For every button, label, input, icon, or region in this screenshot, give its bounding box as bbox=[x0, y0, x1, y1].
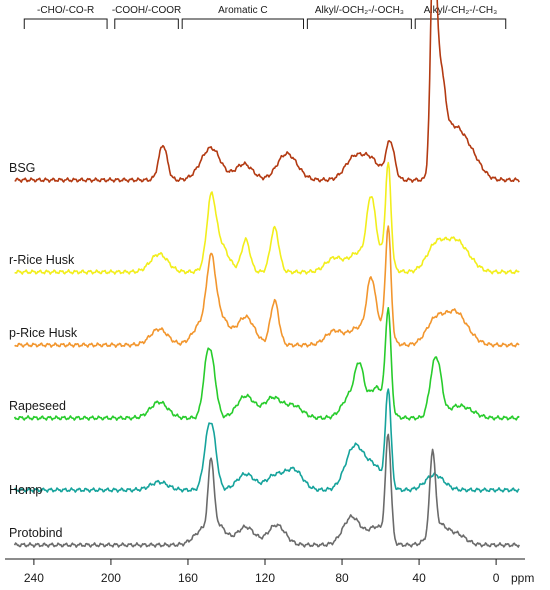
spectrum-line-hemp bbox=[14, 388, 520, 493]
spectrum-line-p-rice-husk bbox=[14, 225, 520, 348]
x-axis-unit: ppm bbox=[511, 571, 534, 585]
series-label-rapeseed: Rapeseed bbox=[9, 399, 66, 413]
region-label: Aromatic C bbox=[218, 5, 267, 16]
spectra: BSG r-Rice Husk p-Rice Husk Rapeseed Hemp Pro… bbox=[9, 0, 520, 548]
series-label-p-rice-husk: p-Rice Husk bbox=[9, 326, 78, 340]
region-bracket bbox=[23, 18, 108, 29]
region-label: -CHO/-CO-R bbox=[37, 5, 94, 16]
x-ticks: 240 200 160 120 80 40 0 bbox=[24, 559, 500, 585]
region-label: Alkyl/-CH₂-/-CH₃ bbox=[424, 5, 498, 16]
region-bracket bbox=[306, 18, 412, 29]
spectrum-line-protobind bbox=[13, 433, 520, 548]
x-tick-label: 120 bbox=[255, 571, 275, 585]
x-tick-label: 240 bbox=[24, 571, 44, 585]
region-label: Alkyl/-OCH₂-/-OCH₃ bbox=[315, 5, 404, 16]
x-tick-label: 40 bbox=[412, 571, 426, 585]
region-bracket bbox=[414, 18, 507, 29]
series-label-bsg: BSG bbox=[9, 161, 35, 175]
x-tick-label: 160 bbox=[178, 571, 198, 585]
spectrum-line-bsg bbox=[14, 0, 520, 183]
region-label: -COOH/-COOR bbox=[112, 5, 181, 16]
spectrum-line-r-rice-husk bbox=[14, 161, 520, 275]
series-label-protobind: Protobind bbox=[9, 526, 63, 540]
series-label-r-rice-husk: r-Rice Husk bbox=[9, 253, 75, 267]
region-bracket bbox=[181, 18, 305, 29]
x-axis: 240 200 160 120 80 40 0 ppm bbox=[5, 558, 534, 585]
region-brackets: -CHO/-CO-R -COOH/-COOR Aromatic C Alkyl/-OC… bbox=[23, 5, 507, 29]
x-tick-label: 200 bbox=[101, 571, 121, 585]
x-tick-label: 80 bbox=[335, 571, 349, 585]
series-label-hemp: Hemp bbox=[9, 483, 42, 497]
x-tick-label: 0 bbox=[493, 571, 500, 585]
spectrum-line-rapeseed bbox=[13, 307, 520, 421]
region-bracket bbox=[114, 18, 179, 29]
